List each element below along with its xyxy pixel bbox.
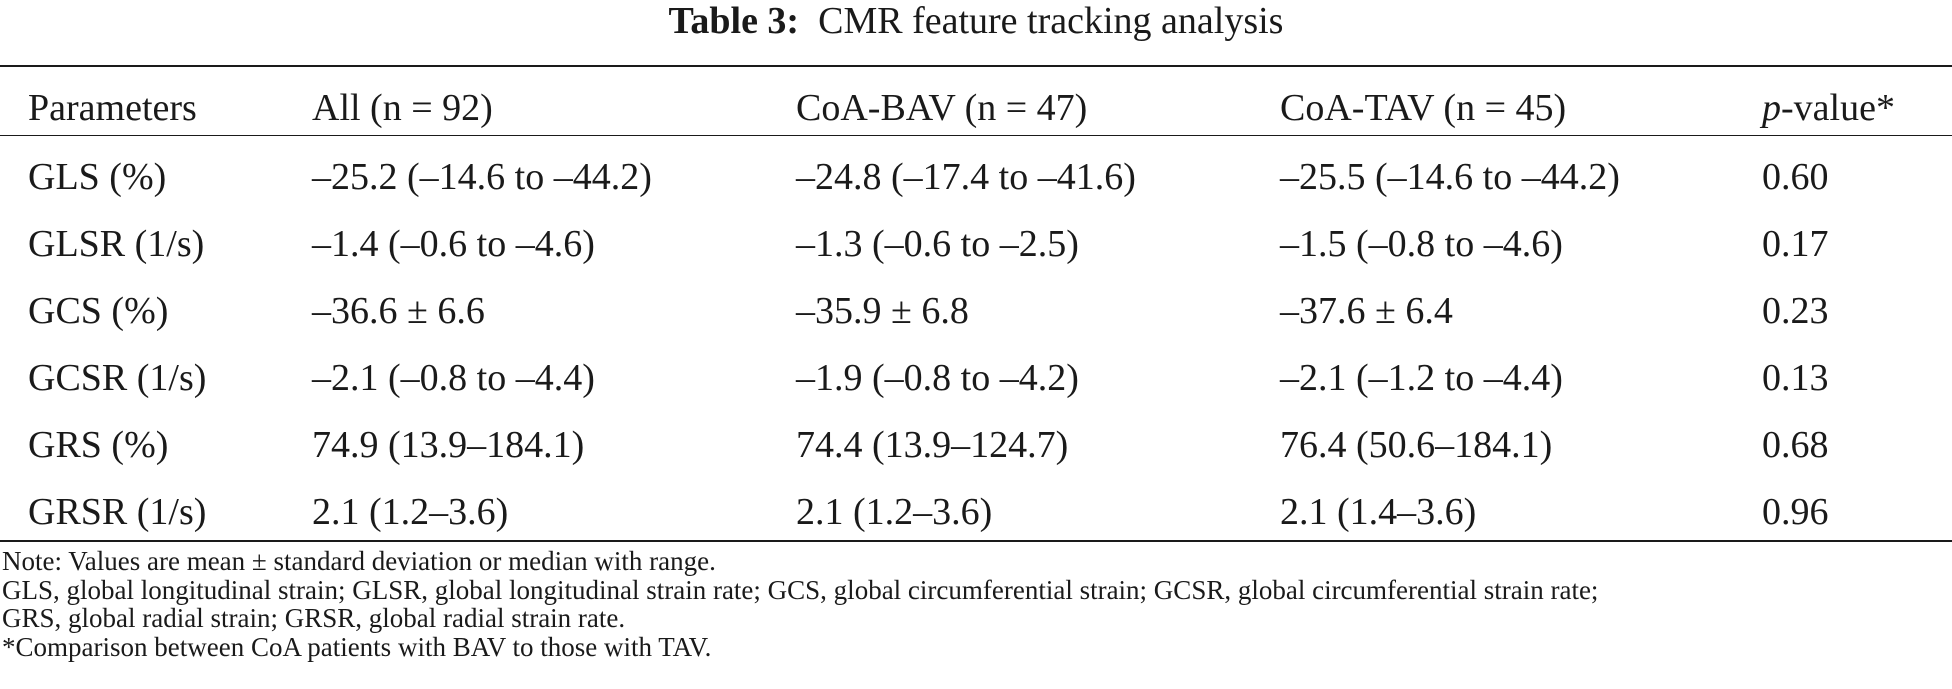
note-line: *Comparison between CoA patients with BA… (2, 631, 712, 662)
cell-coa-tav: –25.5 (–14.6 to –44.2) (1280, 156, 1620, 198)
table-header-rule (0, 135, 1952, 136)
cell-all: –1.4 (–0.6 to –4.6) (312, 223, 595, 265)
cell-parameter: GLSR (1/s) (28, 223, 205, 265)
table-row: GRSR (1/s) 2.1 (1.2–3.6) 2.1 (1.2–3.6) 2… (0, 479, 1952, 546)
cell-all: –36.6 ± 6.6 (312, 290, 485, 332)
header-p-value: p-value* (1762, 78, 1952, 138)
cell-parameter: GCSR (1/s) (28, 357, 207, 399)
cell-all: –25.2 (–14.6 to –44.2) (312, 156, 652, 198)
cell-coa-bav: 74.4 (13.9–124.7) (796, 424, 1069, 466)
cell-coa-bav: –1.3 (–0.6 to –2.5) (796, 223, 1079, 265)
cell-all: 2.1 (1.2–3.6) (312, 491, 509, 533)
table-row: GRS (%) 74.9 (13.9–184.1) 74.4 (13.9–124… (0, 412, 1952, 479)
cell-parameter: GRS (%) (28, 424, 169, 466)
table-header: Parameters All (n = 92) CoA-BAV (n = 47)… (0, 78, 1952, 144)
data-table: Parameters All (n = 92) CoA-BAV (n = 47)… (0, 78, 1952, 546)
cell-coa-tav: –37.6 ± 6.4 (1280, 290, 1453, 332)
cell-p-value: 0.60 (1762, 156, 1829, 198)
table-row: GCSR (1/s) –2.1 (–0.8 to –4.4) –1.9 (–0.… (0, 345, 1952, 412)
cell-all: –2.1 (–0.8 to –4.4) (312, 357, 595, 399)
cell-parameter: GLS (%) (28, 156, 167, 198)
cell-coa-bav: –35.9 ± 6.8 (796, 290, 969, 332)
table-row: GCS (%) –36.6 ± 6.6 –35.9 ± 6.8 –37.6 ± … (0, 278, 1952, 345)
cell-coa-tav: –1.5 (–0.8 to –4.6) (1280, 223, 1563, 265)
table-header-row: Parameters All (n = 92) CoA-BAV (n = 47)… (0, 78, 1952, 138)
table-row: GLSR (1/s) –1.4 (–0.6 to –4.6) –1.3 (–0.… (0, 211, 1952, 278)
table-title-label: Table 3: (668, 0, 800, 42)
cell-coa-tav: 2.1 (1.4–3.6) (1280, 491, 1477, 533)
table-body: GLS (%) –25.2 (–14.6 to –44.2) –24.8 (–1… (0, 144, 1952, 546)
header-p-italic: p (1762, 87, 1781, 129)
header-all: All (n = 92) (312, 87, 493, 129)
cell-p-value: 0.13 (1762, 357, 1829, 399)
cell-p-value: 0.23 (1762, 290, 1829, 332)
table-title: Table 3: CMR feature tracking analysis (0, 0, 1952, 42)
note-line: GRS, global radial strain; GRSR, global … (2, 603, 626, 633)
header-coa-bav: CoA-BAV (n = 47) (796, 87, 1088, 129)
cell-coa-tav: –2.1 (–1.2 to –4.4) (1280, 357, 1563, 399)
cell-parameter: GCS (%) (28, 290, 169, 332)
cell-parameter: GRSR (1/s) (28, 491, 207, 533)
cell-coa-bav: –24.8 (–17.4 to –41.6) (796, 156, 1136, 198)
cell-coa-bav: –1.9 (–0.8 to –4.2) (796, 357, 1079, 399)
table-title-text: CMR feature tracking analysis (818, 0, 1284, 42)
cell-p-value: 0.68 (1762, 424, 1829, 466)
note-line: Note: Values are mean ± standard deviati… (2, 546, 716, 576)
cell-coa-bav: 2.1 (1.2–3.6) (796, 491, 993, 533)
cell-p-value: 0.96 (1762, 491, 1829, 533)
table-row: GLS (%) –25.2 (–14.6 to –44.2) –24.8 (–1… (0, 144, 1952, 211)
header-p-rest: -value* (1781, 87, 1895, 129)
cell-coa-tav: 76.4 (50.6–184.1) (1280, 424, 1553, 466)
cell-p-value: 0.17 (1762, 223, 1829, 265)
table-notes: Note: Values are mean ± standard deviati… (2, 547, 1950, 661)
cell-all: 74.9 (13.9–184.1) (312, 424, 585, 466)
table-top-rule (0, 65, 1952, 67)
header-parameters: Parameters (28, 87, 197, 129)
note-line: GLS, global longitudinal strain; GLSR, g… (2, 574, 1599, 605)
header-coa-tav: CoA-TAV (n = 45) (1280, 87, 1567, 129)
table-bottom-rule (0, 540, 1952, 542)
